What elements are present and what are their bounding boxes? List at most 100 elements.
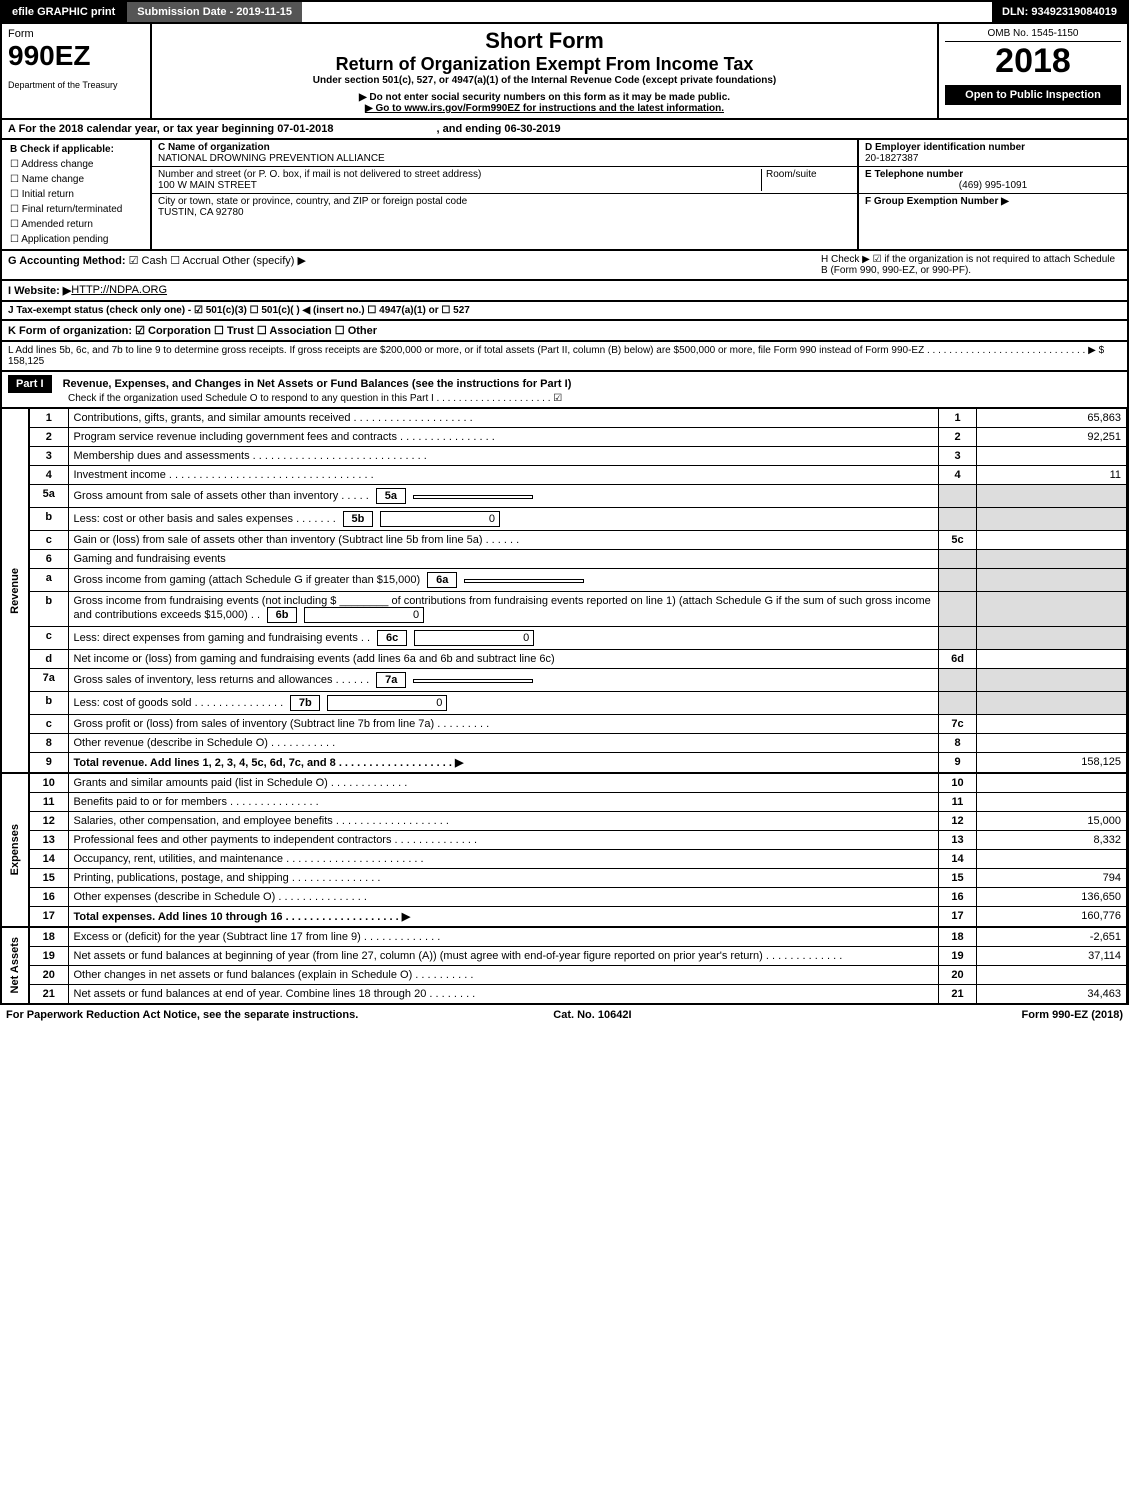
c-label: C Name of organization [158,142,851,153]
d-label: D Employer identification number [865,142,1121,153]
part-1-title: Revenue, Expenses, and Changes in Net As… [63,378,572,390]
net-assets-table: 18Excess or (deficit) for the year (Subt… [30,928,1127,1003]
form-label: Form [8,28,144,40]
line-3: 3Membership dues and assessments . . . .… [30,447,1127,466]
j-label: J Tax-exempt status (check only one) - ☑… [8,305,470,316]
org-info-block: B Check if applicable: ☐ Address change … [0,140,1129,251]
form-header: Form 990EZ Department of the Treasury Sh… [0,24,1129,120]
line-11: 11Benefits paid to or for members . . . … [30,793,1127,812]
website-row: I Website: ▶ HTTP://NDPA.ORG [0,281,1129,302]
g-options[interactable]: ☑ Cash ☐ Accrual Other (specify) ▶ [129,255,306,267]
footer-left: For Paperwork Reduction Act Notice, see … [6,1009,358,1021]
check-final-return[interactable]: ☐ Final return/terminated [6,202,146,217]
line-1: 1Contributions, gifts, grants, and simil… [30,409,1127,428]
line-21: 21Net assets or fund balances at end of … [30,985,1127,1004]
phone-value: (469) 995-1091 [865,180,1121,191]
line-7a: 7aGross sales of inventory, less returns… [30,669,1127,692]
org-city: TUSTIN, CA 92780 [158,207,851,218]
footer-form: Form 990-EZ (2018) [1022,1009,1123,1021]
org-addr-row: Number and street (or P. O. box, if mail… [152,167,857,194]
short-form-title: Short Form [158,28,931,54]
line-6: 6Gaming and fundraising events [30,550,1127,569]
check-address-change[interactable]: ☐ Address change [6,157,146,172]
check-initial-return[interactable]: ☐ Initial return [6,187,146,202]
line-6b: bGross income from fundraising events (n… [30,592,1127,627]
period-end: , and ending 06-30-2019 [437,123,561,135]
line-5c: cGain or (loss) from sale of assets othe… [30,531,1127,550]
line-10: 10Grants and similar amounts paid (list … [30,774,1127,793]
org-address: 100 W MAIN STREET [158,180,761,191]
expenses-table: 10Grants and similar amounts paid (list … [30,774,1127,926]
line-19: 19Net assets or fund balances at beginni… [30,947,1127,966]
open-public: Open to Public Inspection [945,85,1121,105]
check-pending[interactable]: ☐ Application pending [6,232,146,247]
tax-period-row: A For the 2018 calendar year, or tax yea… [0,120,1129,140]
line-6c: cLess: direct expenses from gaming and f… [30,627,1127,650]
line-16: 16Other expenses (describe in Schedule O… [30,888,1127,907]
line-20: 20Other changes in net assets or fund ba… [30,966,1127,985]
group-exemption-row: F Group Exemption Number ▶ [859,194,1127,209]
org-form-row[interactable]: K Form of organization: ☑ Corporation ☐ … [0,321,1129,342]
line-17: 17Total expenses. Add lines 10 through 1… [30,907,1127,927]
line-5b: bLess: cost or other basis and sales exp… [30,508,1127,531]
subtitle: Under section 501(c), 527, or 4947(a)(1)… [158,75,931,86]
part-1-check[interactable]: Check if the organization used Schedule … [68,393,1121,404]
g-label: G Accounting Method: [8,255,126,267]
footer-cat: Cat. No. 10642I [553,1009,631,1021]
line-6a: aGross income from gaming (attach Schedu… [30,569,1127,592]
h-schedule-b[interactable]: H Check ▶ ☑ if the organization is not r… [821,254,1121,276]
website-link[interactable]: HTTP://NDPA.ORG [71,284,167,297]
dept-label: Department of the Treasury [8,80,144,90]
line-13: 13Professional fees and other payments t… [30,831,1127,850]
check-b-label: B Check if applicable: [6,142,146,157]
k-label: K Form of organization: ☑ Corporation ☐ … [8,324,377,337]
addr-label: Number and street (or P. O. box, if mail… [158,169,761,180]
check-name-change[interactable]: ☐ Name change [6,172,146,187]
line-15: 15Printing, publications, postage, and s… [30,869,1127,888]
note-link-text[interactable]: ▶ Go to www.irs.gov/Form990EZ for instru… [365,103,724,114]
org-name-row: C Name of organization NATIONAL DROWNING… [152,140,857,167]
i-label: I Website: ▶ [8,284,71,297]
tax-exempt-row[interactable]: J Tax-exempt status (check only one) - ☑… [0,302,1129,321]
dln-label: DLN: 93492319084019 [992,2,1127,22]
line-6d: dNet income or (loss) from gaming and fu… [30,650,1127,669]
line-9: 9Total revenue. Add lines 1, 2, 3, 4, 5c… [30,753,1127,773]
page-footer: For Paperwork Reduction Act Notice, see … [0,1005,1129,1025]
gross-receipts-row: L Add lines 5b, 6c, and 7b to line 9 to … [0,342,1129,372]
line-7c: cGross profit or (loss) from sales of in… [30,715,1127,734]
check-amended[interactable]: ☐ Amended return [6,217,146,232]
phone-row: E Telephone number (469) 995-1091 [859,167,1127,194]
city-label: City or town, state or province, country… [158,196,851,207]
header-center: Short Form Return of Organization Exempt… [152,24,937,118]
line-14: 14Occupancy, rent, utilities, and mainte… [30,850,1127,869]
net-assets-section: Net Assets 18Excess or (deficit) for the… [0,928,1129,1005]
ein-value: 20-1827387 [865,153,1121,164]
f-label: F Group Exemption Number ▶ [865,196,1009,207]
org-city-row: City or town, state or province, country… [152,194,857,220]
org-name: NATIONAL DROWNING PREVENTION ALLIANCE [158,153,851,164]
expenses-section: Expenses 10Grants and similar amounts pa… [0,774,1129,928]
line-12: 12Salaries, other compensation, and empl… [30,812,1127,831]
e-label: E Telephone number [865,169,1121,180]
room-suite-label: Room/suite [761,169,851,191]
header-left: Form 990EZ Department of the Treasury [2,24,152,118]
efile-print-label[interactable]: efile GRAPHIC print [2,2,125,22]
check-b-column: B Check if applicable: ☐ Address change … [2,140,152,249]
submission-date: Submission Date - 2019-11-15 [125,2,302,22]
revenue-label: Revenue [2,409,30,772]
main-title: Return of Organization Exempt From Incom… [158,54,931,75]
revenue-table: 1Contributions, gifts, grants, and simil… [30,409,1127,772]
omb-number: OMB No. 1545-1150 [945,28,1121,42]
top-bar: efile GRAPHIC print Submission Date - 20… [0,0,1129,24]
line-7b: bLess: cost of goods sold . . . . . . . … [30,692,1127,715]
revenue-section: Revenue 1Contributions, gifts, grants, a… [0,409,1129,774]
form-number: 990EZ [8,40,144,72]
l-text: L Add lines 5b, 6c, and 7b to line 9 to … [8,345,1121,367]
note-link: ▶ Go to www.irs.gov/Form990EZ for instru… [158,103,931,114]
tax-year: 2018 [945,42,1121,81]
period-begin: A For the 2018 calendar year, or tax yea… [8,123,333,135]
part-1-label: Part I [8,375,52,393]
ein-row: D Employer identification number 20-1827… [859,140,1127,167]
line-5a: 5aGross amount from sale of assets other… [30,485,1127,508]
accounting-row: G Accounting Method: ☑ Cash ☐ Accrual Ot… [0,251,1129,281]
